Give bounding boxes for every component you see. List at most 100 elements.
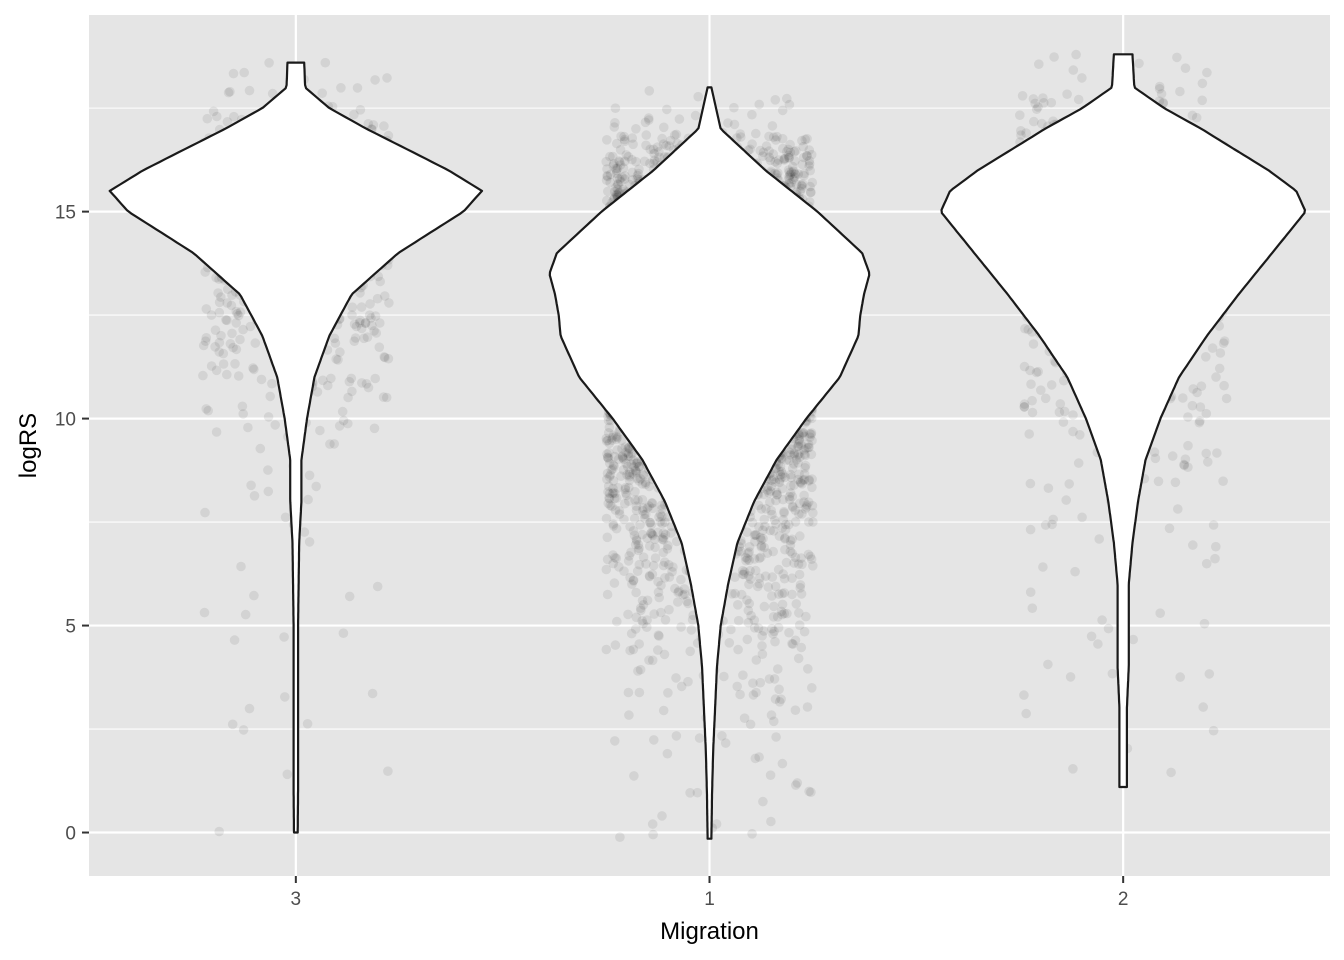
data-point [648,560,659,571]
data-point [778,494,788,505]
data-point [206,361,217,371]
data-point [767,623,777,634]
data-point [628,139,638,150]
data-point [777,588,787,599]
data-point [756,535,767,545]
data-point [364,310,375,321]
data-point [778,515,788,525]
data-point [212,111,222,122]
data-point [246,480,256,491]
data-point [639,156,650,167]
data-point [605,500,615,511]
data-point [617,443,627,454]
data-point [791,146,801,156]
data-point [727,589,737,599]
data-point [229,111,239,122]
data-point [363,382,374,393]
data-point [222,369,232,380]
data-point [620,482,631,493]
data-point [239,67,249,78]
data-point [227,719,238,730]
data-point [802,702,813,712]
data-point [630,624,641,634]
data-point [786,178,797,188]
data-point [746,610,756,621]
data-point [240,609,251,620]
data-point [655,517,665,527]
data-point [604,438,615,449]
data-point [785,450,796,460]
data-point [641,559,651,569]
data-point [768,546,778,557]
data-point [631,458,641,469]
data-point [772,490,782,500]
data-point [744,579,754,590]
data-point [642,533,652,543]
data-point [756,552,766,562]
data-point [605,470,616,480]
data-point [623,451,634,461]
data-point [604,422,615,433]
data-point [777,105,788,116]
data-point [764,146,774,156]
data-point [759,542,770,553]
data-point [743,617,754,628]
data-point [265,391,276,402]
data-point [329,439,340,449]
data-point [770,157,780,167]
data-point [652,142,663,152]
data-point [740,552,751,563]
data-point [788,502,798,513]
data-point [756,540,767,551]
data-point [791,455,802,465]
data-point [602,171,613,182]
data-point [620,442,631,452]
data-point [749,554,760,564]
data-point [381,392,392,403]
data-point [347,310,357,320]
data-point [646,528,656,539]
data-point [638,503,648,513]
data-point [214,307,225,318]
data-point [779,154,789,164]
data-point [218,359,229,369]
data-point [200,336,211,347]
data-point [370,75,380,85]
data-point [325,439,335,449]
data-point [657,534,668,544]
data-point [609,122,620,132]
data-point [303,494,313,505]
data-point [650,542,660,553]
data-point [619,134,630,145]
data-point [742,595,752,605]
data-point [732,681,742,692]
data-point [777,133,788,144]
data-point [210,325,221,336]
data-point [602,554,613,565]
data-point [198,340,209,351]
data-point [645,144,655,155]
data-point [279,632,289,642]
data-point [780,472,790,483]
data-point [231,318,241,328]
data-point [608,476,619,486]
data-point [632,458,642,469]
data-point [768,612,779,622]
data-point [782,608,792,619]
data-point [806,187,816,197]
data-point [766,475,777,486]
data-point [657,133,667,144]
data-point [775,470,786,480]
data-point [771,519,781,529]
data-point [343,418,353,429]
data-point [624,467,635,478]
data-point [764,674,775,684]
data-point [631,612,642,623]
data-point [629,771,639,781]
data-point [606,465,617,475]
data-point [624,482,634,493]
data-point [788,174,798,185]
data-point [634,639,644,649]
data-point [780,544,790,555]
data-point [605,177,615,188]
